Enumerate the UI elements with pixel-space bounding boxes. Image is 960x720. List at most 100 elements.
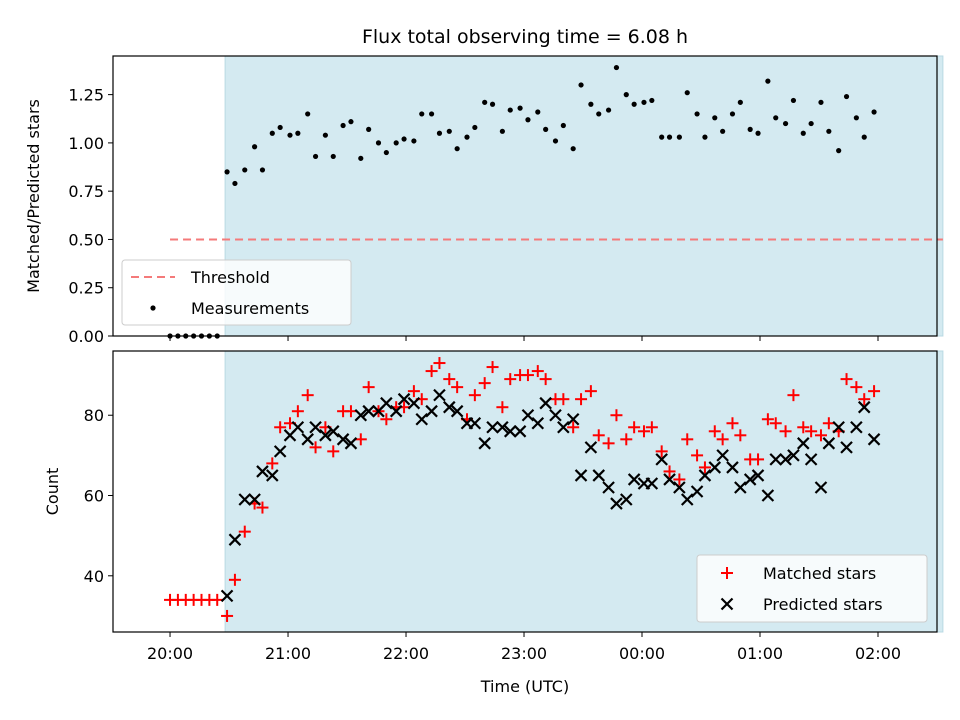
legend-matched-marker [721, 567, 733, 579]
predicted-star-point [486, 420, 499, 434]
measurement-point [287, 132, 293, 138]
predicted-star-point [309, 420, 322, 434]
predicted-star-point [450, 404, 464, 418]
top-y-tick-label: 0.25 [68, 279, 104, 298]
matched-star-point [354, 433, 367, 446]
matched-star-point [451, 381, 464, 394]
matched-star-point [291, 405, 304, 418]
matched-star-point [663, 465, 676, 478]
matched-star-point [858, 393, 871, 406]
top-y-tick-label: 0.50 [68, 230, 104, 249]
matched-star-point [805, 425, 818, 438]
matched-star-point [620, 433, 633, 446]
measurement-point [871, 109, 877, 115]
predicted-star-point [743, 473, 757, 486]
matched-star-point [433, 357, 446, 370]
measurement-point [747, 126, 753, 132]
measurement-point [312, 153, 319, 160]
matched-star-point [228, 573, 241, 586]
legend-matched-swatch [721, 567, 733, 579]
measurement-point [808, 120, 814, 127]
matched-star-point [822, 417, 835, 430]
measurement-point [436, 130, 443, 136]
measurement-point [393, 140, 399, 146]
measurement-point [517, 105, 523, 111]
measurement-point [277, 124, 283, 131]
matched-star-point [840, 373, 853, 386]
legend-predicted-marker [720, 597, 734, 611]
predicted-star-point [627, 473, 641, 486]
predicted-star-point [415, 412, 429, 426]
predicted-star-point [610, 497, 623, 510]
predicted-star-point [832, 420, 845, 434]
predicted-star-point [503, 425, 517, 438]
matched-star-point [752, 453, 765, 466]
measurement-point [242, 167, 248, 173]
predicted-star-point [592, 469, 606, 482]
matched-star-point [274, 421, 287, 434]
matched-star-point [797, 421, 810, 434]
top-legend: Threshold Measurements [121, 259, 352, 326]
predicted-star-point [496, 420, 509, 434]
x-tick-label: 21:00 [265, 644, 311, 663]
x-tick-label: 02:00 [855, 644, 901, 663]
measurement-point [694, 111, 700, 117]
measurement-point [489, 101, 496, 107]
matched-star-point [567, 421, 580, 434]
measurement-point [623, 92, 629, 98]
predicted-star-point [602, 481, 615, 494]
measurement-point [454, 146, 460, 152]
matched-star-point [238, 525, 251, 538]
x-tick-label: 00:00 [619, 644, 665, 663]
matched-star-point [655, 445, 668, 458]
measurement-point [340, 122, 346, 129]
matched-star-point [327, 445, 340, 458]
predicted-star-point [468, 416, 482, 430]
legend-measurement-swatch [150, 305, 156, 311]
predicted-star-point [726, 461, 739, 474]
predicted-star-point [228, 533, 242, 546]
measurement-point [552, 138, 559, 144]
predicted-star-point [513, 425, 527, 438]
measurement-point [305, 111, 311, 117]
matched-star-point [425, 365, 438, 378]
top-y-tick-label: 0.00 [68, 327, 104, 346]
predicted-star-point [425, 404, 438, 418]
matched-star-point [592, 429, 605, 442]
predicted-star-point [584, 441, 598, 454]
matched-star-point [575, 393, 588, 406]
top-y-tick-label: 0.75 [68, 182, 104, 201]
measurement-point [224, 169, 230, 175]
measurement-point [358, 155, 364, 161]
measurement-point [613, 64, 620, 71]
bottom-axes-frame [112, 350, 938, 633]
predicted-star-point [238, 493, 252, 506]
bottom-y-tick-label: 60 [84, 487, 104, 506]
measurement-point [773, 115, 779, 121]
matched-star-point [443, 373, 456, 386]
measurement-point [605, 107, 612, 113]
predicted-star-point [443, 400, 456, 414]
matched-star-point [698, 461, 711, 474]
matched-star-point [716, 433, 729, 446]
measurement-point [251, 144, 258, 150]
measurement-point [570, 146, 576, 152]
x-tick-label: 22:00 [383, 644, 429, 663]
matched-star-point [309, 441, 322, 454]
predicted-star-point [850, 420, 863, 434]
matched-star-point [468, 389, 481, 402]
matched-star-point [504, 373, 517, 386]
matched-star-point [628, 421, 641, 434]
matched-star-point [362, 381, 375, 394]
predicted-star-point [690, 485, 704, 498]
predicted-star-point [655, 453, 668, 466]
predicted-star-point [248, 493, 261, 506]
measurement-point [782, 120, 789, 127]
predicted-star-point [822, 437, 836, 450]
measurement-point [383, 149, 389, 156]
predicted-star-point [266, 469, 279, 482]
matched-star-point [610, 409, 623, 422]
predicted-star-point [787, 449, 800, 462]
measurement-point [578, 82, 584, 88]
predicted-star-point [301, 433, 314, 446]
